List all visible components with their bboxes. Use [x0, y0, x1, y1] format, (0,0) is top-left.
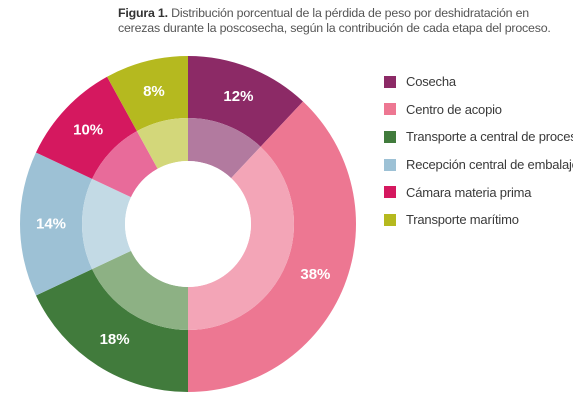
legend-swatch [384, 186, 396, 199]
slice-outer-recepcion-central-de-embalaje [20, 152, 93, 296]
legend-label: Recepción central de embalaje [406, 157, 573, 173]
slice-labels: 12% 38% 18% 14% 10% 8% [36, 83, 330, 348]
donut-hole [125, 161, 251, 287]
legend-label: Transporte marítimo [406, 212, 519, 228]
legend-swatch [384, 130, 396, 143]
legend-item-camara-materia-prima: Cámara materia prima [384, 178, 573, 206]
legend-label: Transporte a central de proceso [406, 129, 573, 145]
slice-outer-centro-de-acopio [188, 101, 356, 393]
legend-swatch [384, 75, 396, 88]
legend-item-transporte-maritimo: Transporte marítimo [384, 206, 573, 234]
legend-item-recepcion-central-de-embalaje: Recepción central de embalaje [384, 151, 573, 179]
outer-ring [20, 56, 356, 393]
slice-outer-transporte-a-central-de-proceso [35, 269, 188, 392]
legend-label: Cosecha [406, 74, 456, 90]
slice-label-cosecha: 12% [223, 88, 253, 105]
slice-inner-camara-materia-prima [92, 131, 158, 198]
slice-label-transporte-a-central-de-proceso: 18% [100, 331, 130, 348]
slice-inner-cosecha [188, 118, 261, 179]
slice-label-camara-materia-prima: 10% [73, 122, 103, 139]
figure-caption-text: Distribución porcentual de la pérdida de… [118, 6, 551, 35]
legend-swatch [384, 103, 396, 116]
figure-caption: Figura 1. Distribución porcentual de la … [118, 6, 563, 36]
slice-inner-recepcion-central-de-embalaje [81, 178, 131, 270]
slice-label-transporte-maritimo: 8% [143, 83, 165, 100]
slice-outer-camara-materia-prima [35, 76, 137, 179]
legend-item-cosecha: Cosecha [384, 68, 573, 96]
slice-inner-transporte-a-central-de-proceso [92, 250, 188, 330]
legend-label: Cámara materia prima [406, 184, 532, 200]
inner-ring [81, 118, 295, 330]
legend-label: Centro de acopio [406, 101, 502, 117]
legend-item-transporte-a-central-de-proceso: Transporte a central de proceso [384, 123, 573, 151]
slice-outer-cosecha [188, 56, 304, 147]
slice-label-recepcion-central-de-embalaje: 14% [36, 216, 66, 233]
slice-label-centro-de-acopio: 38% [300, 266, 330, 283]
slice-outer-transporte-maritimo [107, 56, 188, 132]
legend-item-centro-de-acopio: Centro de acopio [384, 96, 573, 124]
slice-inner-transporte-maritimo [136, 118, 188, 169]
legend: Cosecha Centro de acopio Transporte a cent… [384, 68, 573, 234]
slice-inner-centro-de-acopio [188, 146, 295, 330]
legend-swatch [384, 158, 396, 171]
figure-label: Figura 1. [118, 6, 168, 20]
legend-swatch [384, 213, 396, 226]
